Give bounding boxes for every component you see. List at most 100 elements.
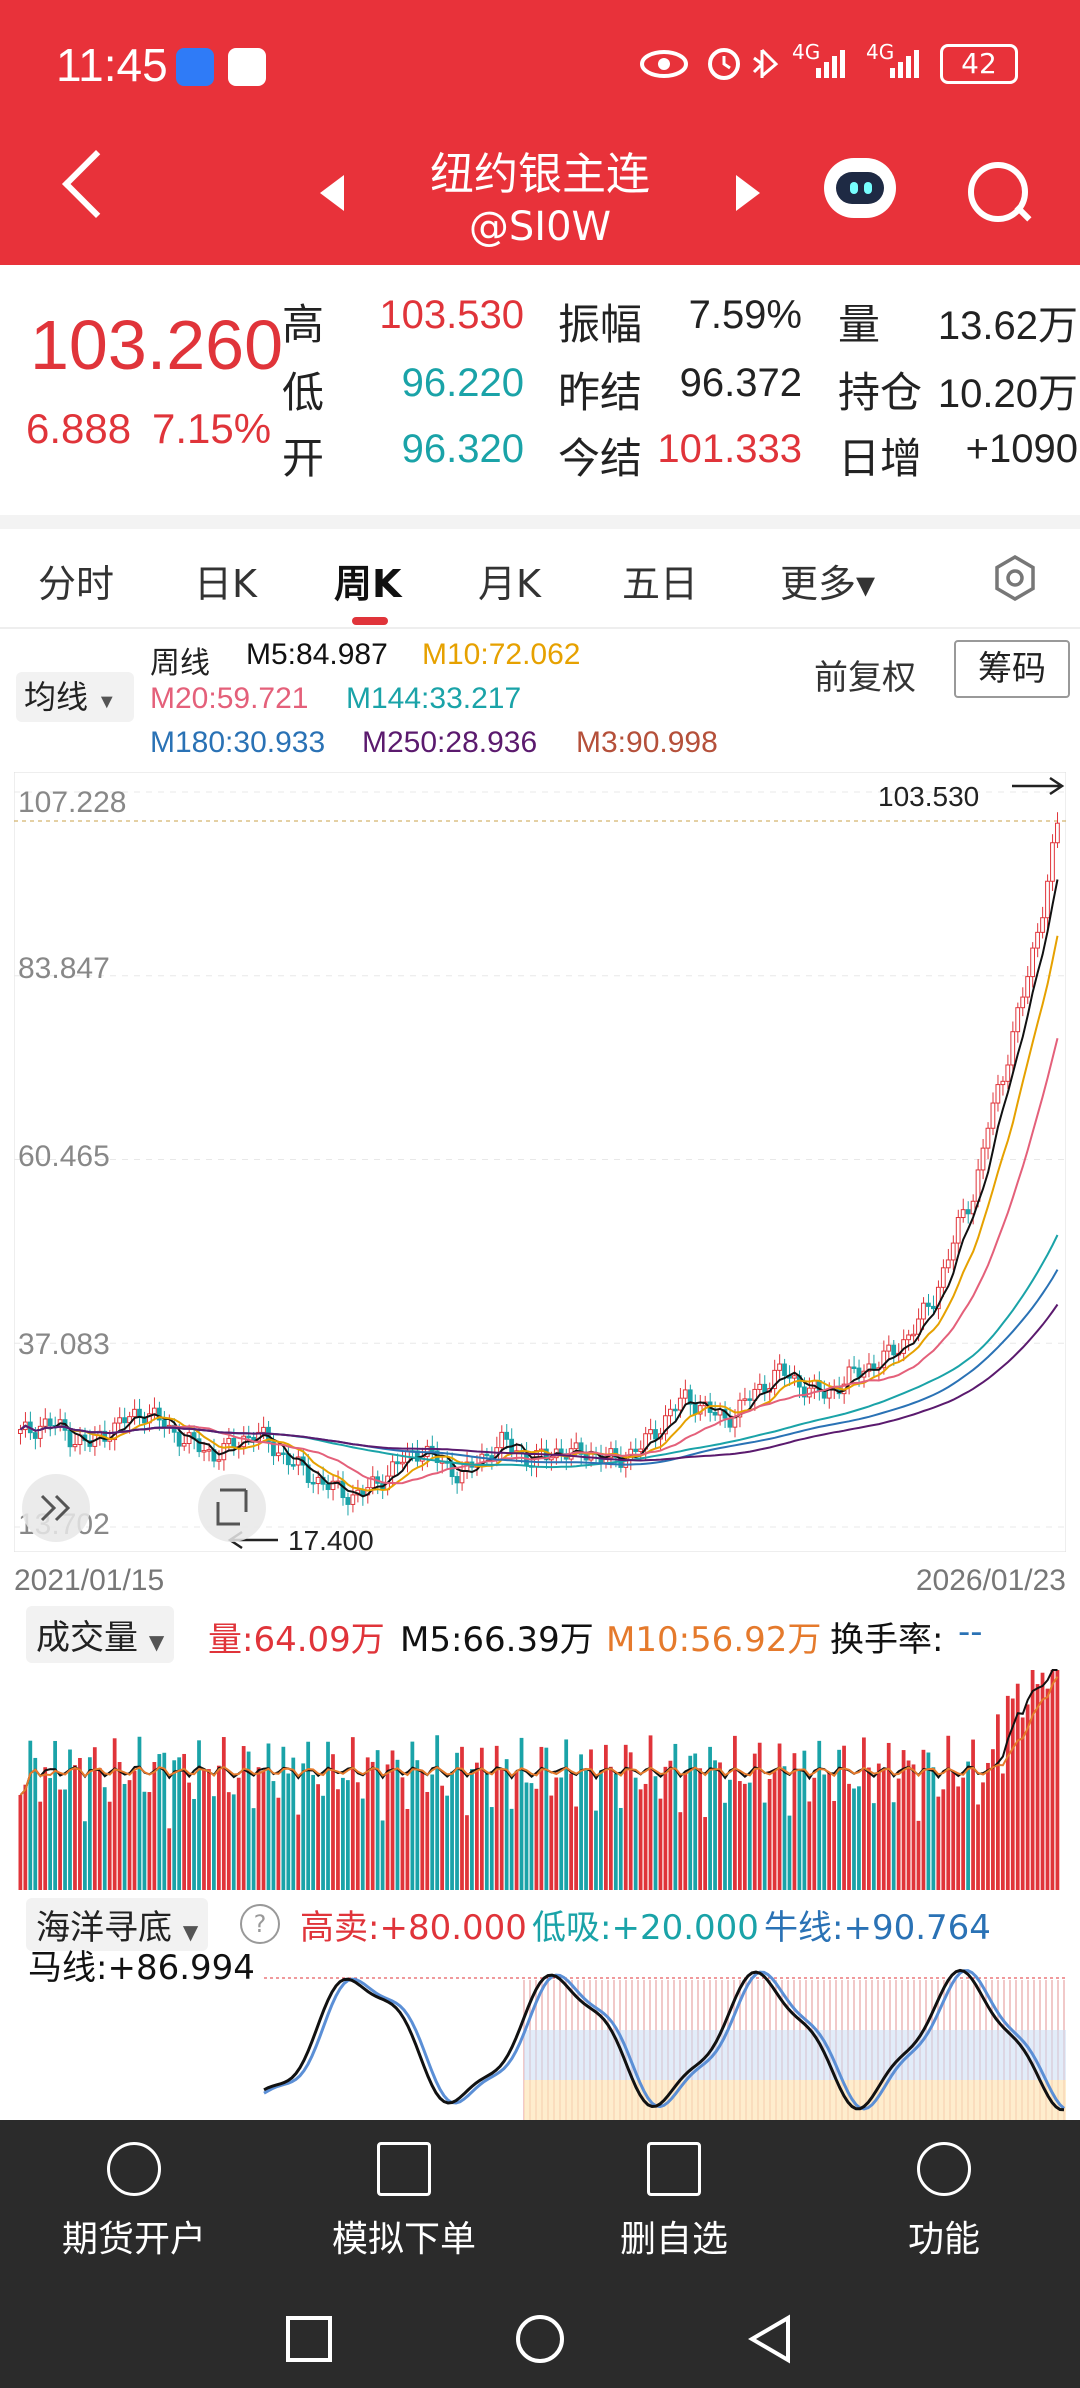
volume-bar bbox=[266, 1743, 271, 1890]
adjust-mode[interactable]: 前复权 bbox=[814, 659, 916, 697]
volume-bar bbox=[167, 1828, 172, 1890]
volume-bar bbox=[886, 1742, 891, 1890]
volume-bar bbox=[539, 1746, 544, 1890]
volume-bar bbox=[1015, 1683, 1020, 1890]
next-contract-icon[interactable] bbox=[736, 175, 760, 211]
value-amplitude: 7.59% bbox=[688, 293, 802, 337]
volume-bar bbox=[410, 1741, 415, 1890]
indicator-select[interactable]: 均线 ▼ bbox=[16, 672, 134, 722]
tab-monthly-k[interactable]: 月K bbox=[478, 562, 541, 606]
volume-bar bbox=[668, 1760, 673, 1890]
chip-distribution-button[interactable]: 筹码 bbox=[954, 640, 1070, 698]
candle bbox=[1015, 1007, 1021, 1033]
search-icon[interactable] bbox=[968, 162, 1028, 222]
volume-bar bbox=[226, 1792, 231, 1890]
volume-bar bbox=[832, 1800, 837, 1890]
volume-bar bbox=[807, 1801, 812, 1890]
volume-bar bbox=[857, 1786, 861, 1890]
volume-bar bbox=[246, 1751, 251, 1890]
menu-icon bbox=[917, 2142, 971, 2196]
volume-bar bbox=[430, 1774, 435, 1890]
volume-bar bbox=[767, 1778, 772, 1890]
volume-bar bbox=[68, 1749, 72, 1890]
candle bbox=[663, 1415, 668, 1435]
buy-line-value: 低吸:+20.000 bbox=[532, 1908, 759, 1948]
volume-bar bbox=[723, 1802, 727, 1890]
volume-bar bbox=[504, 1759, 509, 1890]
y-tick: 60.465 bbox=[18, 1140, 110, 1173]
candle bbox=[400, 1461, 405, 1465]
candle bbox=[1050, 842, 1055, 882]
volume-bar bbox=[187, 1782, 191, 1890]
remove-watchlist-button[interactable]: 删自选 bbox=[564, 2142, 784, 2262]
settings-icon[interactable] bbox=[992, 555, 1038, 601]
volume-bar bbox=[663, 1766, 668, 1890]
volume-bar bbox=[599, 1770, 603, 1890]
candle bbox=[965, 1209, 971, 1215]
candle bbox=[206, 1449, 212, 1452]
volume-bar bbox=[484, 1773, 489, 1890]
functions-button[interactable]: 功能 bbox=[834, 2142, 1054, 2262]
volume-bar bbox=[470, 1769, 474, 1890]
tab-five-day[interactable]: 五日 bbox=[622, 562, 699, 606]
volume-bar bbox=[455, 1752, 459, 1890]
volume-bar bbox=[713, 1760, 717, 1890]
candle bbox=[42, 1418, 48, 1427]
volume-bar bbox=[207, 1769, 211, 1890]
simulated-order-button[interactable]: 模拟下单 bbox=[294, 2142, 514, 2262]
oscillator-legend: 海洋寻底 ▼ ? 高卖:+80.000 低吸:+20.000 牛线:+90.76… bbox=[0, 1898, 1080, 1988]
tab-intraday[interactable]: 分时 bbox=[38, 562, 115, 606]
volume-bar bbox=[87, 1757, 92, 1890]
volume-bar bbox=[53, 1740, 57, 1890]
candle bbox=[921, 1302, 926, 1320]
candle bbox=[305, 1464, 311, 1483]
volume-bar bbox=[822, 1774, 827, 1890]
double-chevron-icon bbox=[40, 1494, 71, 1522]
volume-bar bbox=[1035, 1684, 1040, 1890]
volume-bar bbox=[1025, 1704, 1030, 1890]
recent-apps-icon[interactable] bbox=[286, 2316, 332, 2362]
home-icon[interactable] bbox=[516, 2315, 564, 2363]
status-icons bbox=[640, 48, 919, 80]
tab-weekly-k[interactable]: 周K bbox=[334, 562, 402, 606]
help-icon[interactable]: ? bbox=[240, 1904, 280, 1944]
volume-bar bbox=[479, 1747, 484, 1890]
candle bbox=[370, 1476, 376, 1489]
ai-assistant-icon[interactable] bbox=[824, 158, 896, 218]
candle bbox=[156, 1407, 162, 1421]
system-back-icon[interactable] bbox=[748, 2314, 790, 2364]
kline-chart[interactable]: 107.228 83.847 60.465 37.083 13.702 103.… bbox=[14, 772, 1066, 1552]
period-tabs: 分时 日K 周K 月K 五日 更多▾ bbox=[0, 529, 1080, 629]
volume-bar bbox=[638, 1789, 643, 1890]
futures-account-button[interactable]: 期货开户 bbox=[24, 2142, 244, 2262]
last-price: 103.260 bbox=[30, 306, 284, 384]
candle bbox=[1035, 931, 1040, 949]
ma250-value: M250:28.936 bbox=[362, 726, 538, 759]
volume-bar bbox=[360, 1798, 365, 1890]
label-volume: 量 bbox=[838, 300, 881, 349]
volume-bar bbox=[589, 1749, 593, 1890]
futures-account-label: 期货开户 bbox=[61, 2219, 206, 2260]
volume-bar bbox=[817, 1740, 822, 1890]
volume-bar bbox=[122, 1783, 127, 1890]
volume-bar bbox=[921, 1749, 926, 1890]
candle bbox=[1020, 996, 1026, 1009]
volume-bar bbox=[534, 1788, 539, 1890]
prev-contract-icon[interactable] bbox=[320, 175, 344, 211]
volume-bar bbox=[584, 1770, 588, 1890]
fullscreen-button[interactable] bbox=[198, 1474, 266, 1542]
volume-bar bbox=[529, 1783, 534, 1890]
volume-indicator-select[interactable]: 成交量 ▼ bbox=[26, 1606, 175, 1663]
bottom-toolbar: 期货开户 模拟下单 删自选 功能 bbox=[0, 2120, 1080, 2388]
app-header: 11:45 4G 4G 42 纽约银主连 @SI0W bbox=[0, 0, 1080, 265]
volume-bar bbox=[544, 1747, 549, 1890]
volume-bar bbox=[350, 1737, 355, 1890]
volume-bar bbox=[842, 1745, 846, 1890]
volume-bar bbox=[837, 1749, 841, 1890]
tab-daily-k[interactable]: 日K bbox=[194, 562, 257, 606]
volume-bar bbox=[355, 1782, 360, 1890]
volume-bar bbox=[728, 1779, 732, 1890]
oscillator-select[interactable]: 海洋寻底 ▼ bbox=[26, 1898, 209, 1951]
tab-more[interactable]: 更多▾ bbox=[780, 562, 876, 606]
candle bbox=[315, 1476, 321, 1485]
